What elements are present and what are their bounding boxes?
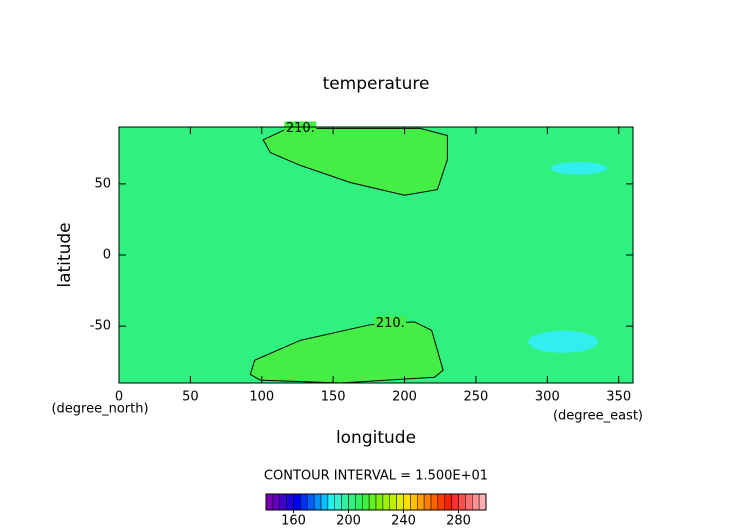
colorbar-box [423,493,432,511]
x-tick-label: 250 [464,390,489,405]
x-tick-label: 100 [249,390,274,405]
colorbar-box [458,493,466,511]
colorbar-tick-label: 160 [281,514,306,529]
y-axis-label: latitude [55,222,75,287]
colorbar-box [410,493,418,511]
colorbar-box [403,493,411,511]
x-tick-label: 300 [535,390,560,405]
colorbar-box [362,493,370,511]
colorbar-box [451,493,459,511]
colorbar-box [293,493,301,511]
colorbar-tick-label: 240 [391,514,416,529]
y-tick-label: -50 [90,319,111,334]
colorbar-box [355,493,363,511]
y-tick-label: 0 [103,248,111,263]
contour-line [249,321,444,384]
colorbar-box [382,493,390,511]
colorbar-box [334,493,342,511]
x-unit: (degree_east) [553,409,643,424]
colorbar-box [348,493,356,511]
colorbar-box [396,493,404,511]
colorbar-box [472,493,480,511]
colorbar-tick-label: 200 [336,514,361,529]
chart-title: temperature [323,74,430,94]
colorbar-box [430,493,439,511]
colorbar-box [265,493,274,511]
colorbar-box [389,493,397,511]
colorbar-box [417,493,425,511]
colorbar-box [444,493,452,511]
filled-region [527,330,599,354]
contour-label: 210. [286,121,315,136]
contour-label-bg [284,121,317,136]
colorbar-box [279,493,287,511]
x-tick-label: 150 [321,390,346,405]
colorbar-box [272,493,280,511]
contour-line [262,127,448,196]
colorbar-box [341,493,349,511]
y-unit: (degree_north) [51,402,148,417]
colorbar-box [478,493,487,511]
colorbar-box [368,493,377,511]
colorbar-frame [265,493,487,511]
colorbar-box [300,493,308,511]
contour-label-bg [374,316,407,331]
colorbar-box [286,493,294,511]
colorbar-box [437,493,445,511]
x-axis-label: longitude [336,428,416,448]
contour-label: 210. [376,316,405,331]
x-tick-label: 200 [392,390,417,405]
x-tick-label: 50 [182,390,199,405]
colorbar-box [313,493,322,511]
filled-region [550,161,608,175]
colorbar-box [465,493,473,511]
y-tick-label: 50 [94,176,111,191]
colorbar-box [320,493,329,511]
colorbar-tick-label: 280 [446,514,471,529]
colorbar-box [375,493,384,511]
contour-interval: CONTOUR INTERVAL = 1.500E+01 [264,469,488,484]
x-tick-label: 0 [115,390,123,405]
colorbar-box [307,493,315,511]
colorbar-box [327,493,335,511]
x-tick-label: 350 [606,390,631,405]
